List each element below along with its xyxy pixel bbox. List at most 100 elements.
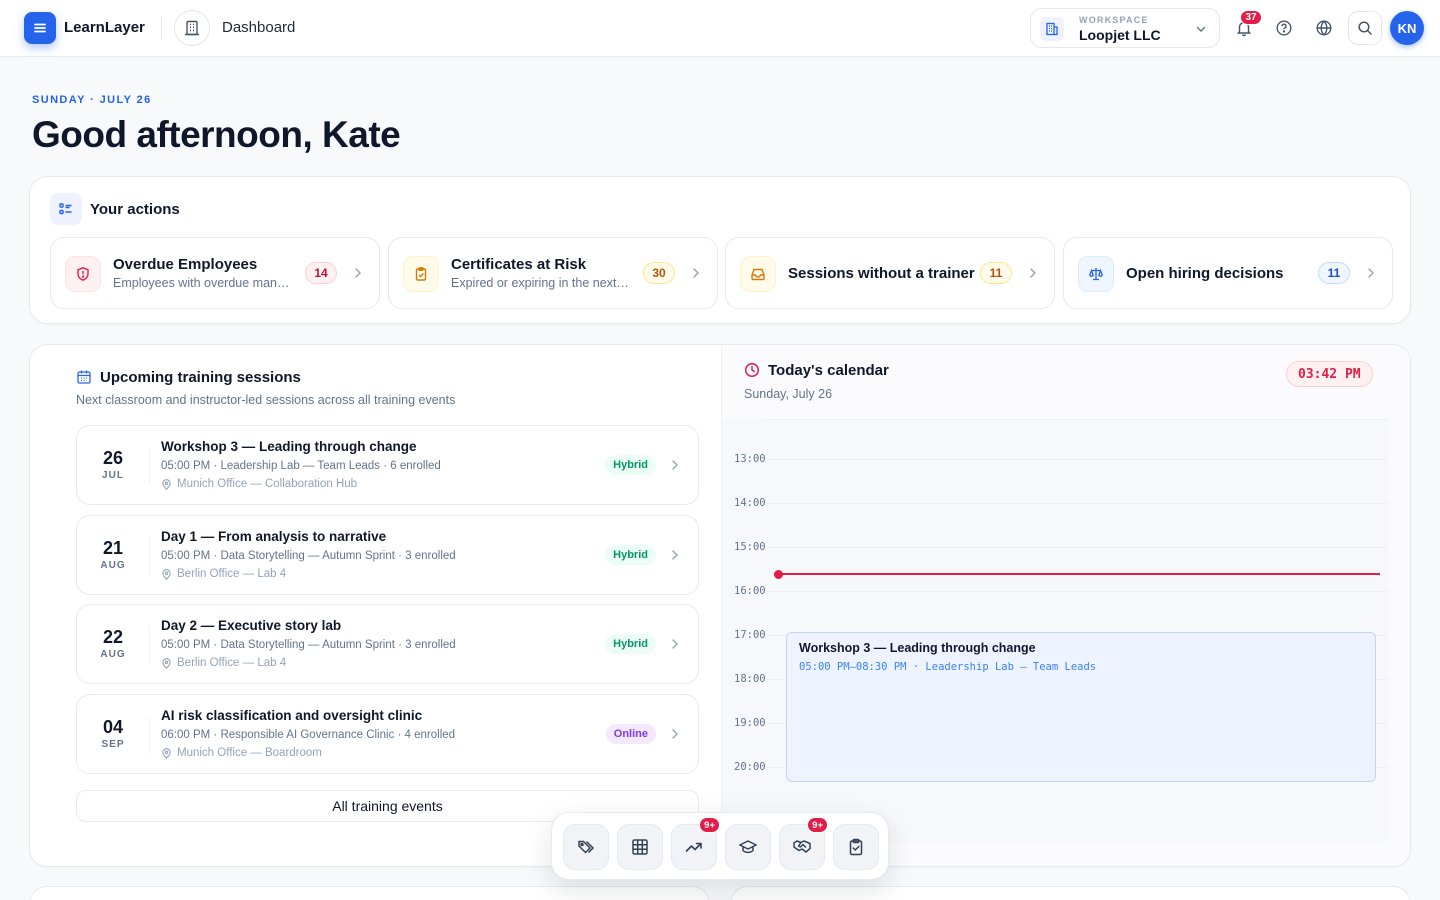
session-month: AUG bbox=[100, 649, 126, 660]
session-location-text: Munich Office — Collaboration Hub bbox=[177, 478, 358, 490]
next-card-right bbox=[730, 886, 1411, 900]
calendar-grid[interactable]: 13:00 14:00 15:00 16:00 17:00 18:00 19:0… bbox=[722, 419, 1388, 843]
action-count-badge: 11 bbox=[1318, 262, 1350, 284]
session-meta: 05:00 PM · Data Storytelling — Autumn Sp… bbox=[161, 639, 456, 651]
chevron-right-icon bbox=[672, 550, 678, 560]
building-icon bbox=[1040, 17, 1064, 41]
session-format-tag: Online bbox=[605, 724, 656, 744]
session-title: Day 1 — From analysis to narrative bbox=[161, 529, 387, 544]
hour-label: 15:00 bbox=[734, 541, 766, 553]
hour-label: 17:00 bbox=[734, 629, 766, 641]
session-row[interactable]: 04 SEP AI risk classification and oversi… bbox=[76, 694, 699, 774]
action-overdue-employees[interactable]: Overdue Employees Employees with overdue… bbox=[50, 237, 380, 309]
action-title: Open hiring decisions bbox=[1126, 265, 1284, 282]
dock-tags-button[interactable] bbox=[563, 824, 609, 870]
upcoming-title: Upcoming training sessions bbox=[100, 369, 301, 386]
language-button[interactable] bbox=[1310, 14, 1338, 42]
todays-calendar-panel: Today's calendar Sunday, July 26 03:42 P… bbox=[721, 345, 1410, 866]
chevron-right-icon bbox=[1368, 268, 1374, 278]
dashboard-building-icon[interactable] bbox=[174, 10, 210, 46]
hour-label: 20:00 bbox=[734, 761, 766, 773]
chevron-right-icon bbox=[355, 268, 361, 278]
clipboard-check-icon bbox=[849, 838, 863, 856]
action-sessions-without-trainer[interactable]: Sessions without a trainer 11 bbox=[725, 237, 1055, 309]
calendar-event-meta: 05:00 PM–08:30 PM · Leadership Lab — Tea… bbox=[799, 661, 1097, 673]
session-format-tag: Hybrid bbox=[605, 634, 656, 654]
dock-trends-button[interactable]: 9+ bbox=[671, 817, 720, 870]
hour-label: 18:00 bbox=[734, 673, 766, 685]
dock-badge: 9+ bbox=[699, 817, 720, 833]
map-pin-icon bbox=[162, 568, 171, 580]
workspace-switcher[interactable]: WORKSPACE Loopjet LLC bbox=[1030, 8, 1220, 48]
action-subtitle: Expired or expiring in the next 30 days bbox=[451, 276, 631, 290]
trending-up-icon bbox=[685, 842, 702, 852]
hour-line bbox=[766, 503, 1388, 504]
menu-icon bbox=[34, 23, 46, 33]
scale-icon bbox=[1078, 256, 1114, 292]
current-time-line bbox=[780, 573, 1380, 575]
globe-icon bbox=[1316, 20, 1332, 36]
dock-learning-button[interactable] bbox=[725, 824, 771, 870]
graduation-cap-icon bbox=[739, 840, 757, 854]
chevron-right-icon bbox=[1030, 268, 1036, 278]
top-bar: LearnLayer Dashboard WORKSPACE Loopjet L… bbox=[0, 0, 1440, 57]
clock-icon bbox=[744, 362, 760, 378]
table-icon bbox=[632, 839, 648, 855]
session-title: Workshop 3 — Leading through change bbox=[161, 439, 417, 454]
session-format-tag: Hybrid bbox=[605, 545, 656, 565]
session-location: Berlin Office — Lab 4 bbox=[161, 568, 286, 580]
session-title: AI risk classification and oversight cli… bbox=[161, 708, 423, 723]
search-button[interactable] bbox=[1348, 11, 1382, 45]
action-title: Certificates at Risk bbox=[451, 256, 587, 273]
notifications-badge: 37 bbox=[1240, 10, 1262, 25]
session-month: SEP bbox=[101, 739, 125, 750]
action-open-hiring-decisions[interactable]: Open hiring decisions 11 bbox=[1063, 237, 1393, 309]
actions-title: Your actions bbox=[90, 201, 180, 218]
user-avatar[interactable]: KN bbox=[1390, 11, 1424, 45]
help-button[interactable] bbox=[1270, 14, 1298, 42]
upcoming-subtitle: Next classroom and instructor-led sessio… bbox=[76, 393, 456, 407]
session-meta: 06:00 PM · Responsible AI Governance Cli… bbox=[161, 729, 456, 741]
workspace-name: Loopjet LLC bbox=[1079, 27, 1161, 43]
breadcrumb-dashboard: Dashboard bbox=[222, 19, 296, 36]
help-circle-icon bbox=[1276, 20, 1292, 36]
session-row[interactable]: 21 AUG Day 1 — From analysis to narrativ… bbox=[76, 515, 699, 595]
shield-alert-icon bbox=[65, 256, 101, 292]
divider bbox=[149, 627, 150, 663]
action-certificates-at-risk[interactable]: Certificates at Risk Expired or expiring… bbox=[388, 237, 718, 309]
session-meta: 05:00 PM · Leadership Lab — Team Leads ·… bbox=[161, 460, 441, 472]
sessions-calendar-card: Upcoming training sessions Next classroo… bbox=[29, 344, 1411, 867]
session-location: Munich Office — Boardroom bbox=[161, 747, 322, 759]
tags-icon bbox=[578, 840, 595, 854]
hour-line bbox=[766, 591, 1388, 592]
dock-table-button[interactable] bbox=[617, 824, 663, 870]
current-time-dot bbox=[774, 570, 783, 579]
search-icon bbox=[1358, 21, 1372, 35]
session-format-tag: Hybrid bbox=[605, 455, 656, 475]
map-pin-icon bbox=[162, 657, 171, 669]
session-row[interactable]: 22 AUG Day 2 — Executive story lab 05:00… bbox=[76, 604, 699, 684]
dock-hiring-button[interactable]: 9+ bbox=[779, 817, 828, 870]
session-day: 04 bbox=[102, 717, 124, 737]
session-day: 26 bbox=[102, 448, 124, 468]
session-day: 22 bbox=[102, 627, 124, 647]
hour-label: 19:00 bbox=[734, 717, 766, 729]
chevron-right-icon bbox=[693, 268, 699, 278]
app-name: LearnLayer bbox=[64, 19, 145, 36]
action-subtitle: Employees with overdue mandatory trainin… bbox=[113, 276, 293, 290]
calendar-event[interactable]: Workshop 3 — Leading through change 05:0… bbox=[786, 632, 1376, 782]
hour-line bbox=[766, 547, 1388, 548]
handshake-icon bbox=[793, 840, 811, 853]
action-count-badge: 30 bbox=[643, 262, 675, 284]
current-time-badge: 03:42 PM bbox=[1286, 361, 1373, 387]
app-logo[interactable] bbox=[24, 12, 56, 44]
hour-line bbox=[766, 419, 1388, 420]
divider bbox=[149, 717, 150, 753]
session-row[interactable]: 26 JUL Workshop 3 — Leading through chan… bbox=[76, 425, 699, 505]
quick-dock: 9+ 9+ bbox=[551, 812, 889, 880]
divider bbox=[149, 448, 150, 484]
dock-tasks-button[interactable] bbox=[833, 824, 879, 870]
chevron-right-icon bbox=[672, 729, 678, 739]
list-checks-icon bbox=[50, 193, 82, 225]
session-month: JUL bbox=[102, 470, 124, 481]
